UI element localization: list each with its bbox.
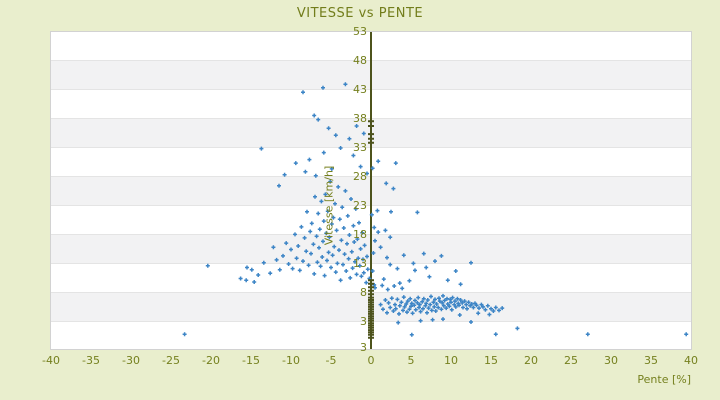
y-tick-label: 13 (353, 257, 367, 270)
x-tick-label: 35 (644, 354, 658, 367)
chart-title: VITESSE vs PENTE (296, 6, 424, 21)
x-tick-label: -35 (82, 354, 100, 367)
x-tick-label: 25 (564, 354, 578, 367)
y-tick-label: 33 (353, 141, 367, 154)
plot-area: 53 48 43 38 33 28 23 18 13 8 3 -40 -35 -30 -25 -20 -15-… (42, 25, 698, 386)
x-tick-label: 5 (407, 354, 415, 367)
x-tick-label: -30 (122, 354, 140, 367)
y-axis-label-wrap: Vitesse [km/h] (321, 150, 337, 260)
x-axis-label: Pente [%] (637, 373, 691, 386)
y-axis-line (370, 32, 372, 349)
x-tick-label: -25 (162, 354, 180, 367)
scatter-points (182, 82, 689, 339)
y-tick-label: 3 (360, 315, 367, 328)
y-tick-label: 23 (353, 199, 367, 212)
y-tick-label: 28 (353, 170, 367, 183)
x-tick-label: -15 (242, 354, 260, 367)
x-tick-label: -10 (282, 354, 300, 367)
y-tick-label: 8 (360, 286, 367, 299)
x-tick-label: 20 (524, 354, 538, 367)
scatter-marker-path (182, 82, 689, 337)
x-tick-label: -5 (325, 354, 337, 367)
y-axis-bottom-label: 3 (360, 341, 367, 354)
y-tick-label: 48 (353, 54, 367, 67)
x-tick-label: 10 (444, 354, 458, 367)
y-axis-label: Vitesse [km/h] (322, 165, 336, 245)
x-tick-label: -20 (202, 354, 220, 367)
y-tick-label: 43 (353, 83, 367, 96)
x-tick-label: 40 (684, 354, 698, 367)
x-tick-label: 30 (604, 354, 618, 367)
x-tick-label: 0 (367, 354, 375, 367)
y-tick-label: 38 (353, 112, 367, 125)
x-tick-label: -40 (42, 354, 60, 367)
x-tick-label: 15 (484, 354, 498, 367)
y-tick-label: 18 (353, 228, 367, 241)
axis-marks-path (368, 120, 374, 339)
y-tick-label: 53 (353, 25, 367, 38)
